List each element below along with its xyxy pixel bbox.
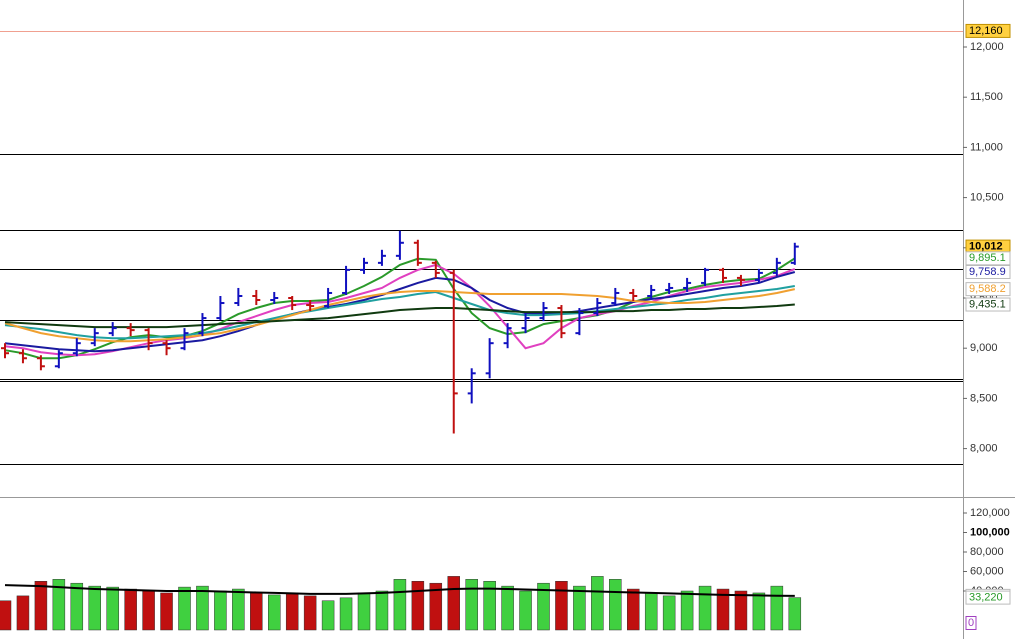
volume-bar [0,600,12,631]
volume-bar [357,592,371,631]
volume-bar [716,588,730,631]
y-tick-label: 10,500 [970,192,1004,204]
value-label: 9,435.1 [969,298,1006,310]
volume-bar [447,576,460,631]
volume-bar [268,594,281,631]
value-label: 33,220 [969,592,1003,604]
value-label: 0 [968,617,974,629]
value-label: 10,012 [969,240,1003,252]
volume-bar [537,582,550,631]
volume-bar [519,590,532,631]
volume-bar [662,595,676,631]
volume-bar [591,576,604,631]
y-tick-label: 8,500 [970,392,998,404]
moving-average [4,584,795,597]
volume-bar [411,580,425,631]
y-tick-label: 11,000 [970,141,1003,153]
volume-bar [178,586,191,631]
volume-bar [196,585,209,631]
volume-bar [644,592,658,631]
volume-bar [483,580,496,631]
y-tick-label: 120,000 [970,507,1010,519]
value-label: 9,758.9 [969,266,1006,278]
volume-bar [52,579,66,631]
volume-bar [70,582,84,631]
volume-bar [16,595,30,631]
value-label: 9,588.2 [969,283,1006,295]
volume-bar [250,592,263,631]
volume-bar [393,579,407,631]
moving-average [4,257,796,360]
volume-bar [501,585,514,631]
moving-average [4,288,796,343]
value-label-box [965,265,1011,280]
volume-bar [609,579,622,631]
volume-bar [214,590,227,631]
volume-bar [88,585,101,631]
volume-bar [680,590,694,631]
volume-bar [429,582,443,631]
volume-bar [339,597,353,631]
volume-bar [142,590,155,631]
volume-bar [698,585,712,631]
volume-bar [321,600,335,631]
y-tick-label: 12,000 [970,41,1004,53]
volume-bar [375,590,389,631]
value-label-box [965,282,1011,297]
value-label-box [965,297,1011,312]
volume-bar [285,593,299,631]
volume-bar [465,579,478,631]
volume-bar [34,580,48,631]
y-tick-label: 80,000 [970,546,1004,558]
volume-bar [770,585,784,631]
volume-bar [232,588,245,631]
y-tick-label: 100,000 [970,526,1010,538]
value-label: 9,895.1 [969,252,1006,264]
volume-bar [124,588,137,631]
volume-bar [160,592,173,631]
value-label-box [965,615,977,630]
y-tick-label: 8,000 [970,443,998,455]
value-label-box [965,23,1011,38]
volume-bar [555,580,568,631]
value-label-box [965,251,1011,266]
volume-bar [106,586,119,631]
volume-bar [734,590,748,631]
volume-bar [752,592,766,631]
y-tick-label: 11,500 [970,91,1003,103]
moving-average [4,271,796,353]
value-label-box [965,590,1011,605]
y-tick-label: 9,000 [970,342,998,354]
moving-average [4,303,795,329]
volume-bar [788,597,802,631]
volume-bar [627,588,640,631]
value-label: 12,160 [969,25,1003,37]
volume-bar [573,585,586,631]
y-tick-label: 60,000 [970,565,1004,577]
volume-bar [303,595,317,631]
